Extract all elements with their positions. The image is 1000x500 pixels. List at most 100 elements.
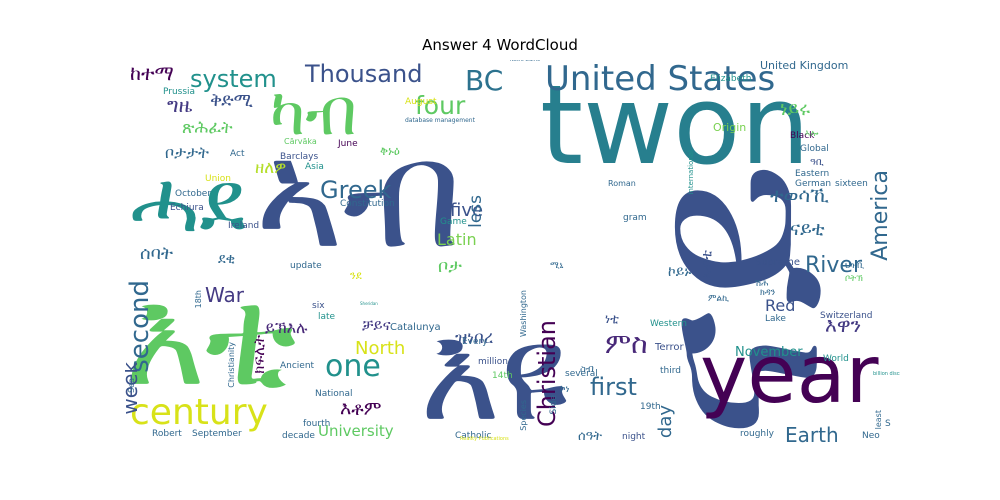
word-101: Asia bbox=[305, 162, 324, 172]
word-7: ካብ bbox=[270, 75, 357, 150]
word-90: Robert bbox=[152, 429, 182, 439]
word-116: Reality Publications bbox=[460, 436, 509, 442]
word-115: Catholic bbox=[455, 431, 492, 441]
word-59: Global bbox=[800, 144, 829, 154]
word-12: one bbox=[325, 349, 381, 384]
word-37: ቅድሚ bbox=[210, 90, 253, 111]
word-31: November bbox=[735, 345, 803, 360]
word-20: first bbox=[590, 373, 637, 401]
word-62: sixteen bbox=[835, 179, 868, 189]
word-82: update bbox=[290, 261, 322, 271]
word-107: million bbox=[478, 357, 508, 367]
word-106: Every bbox=[462, 337, 488, 347]
word-98: Roman bbox=[608, 179, 636, 188]
word-96: Washington bbox=[519, 290, 528, 338]
word-100: June bbox=[338, 139, 358, 149]
word-39: ቦታታት bbox=[165, 143, 209, 162]
word-108: 14th bbox=[492, 371, 513, 381]
word-64: Switzerland bbox=[820, 311, 873, 321]
word-89: decade bbox=[282, 431, 315, 441]
word-23: War bbox=[205, 283, 244, 307]
word-84: late bbox=[318, 312, 336, 322]
word-42: ተወሳኺ bbox=[770, 183, 829, 207]
word-65: Lake bbox=[765, 314, 786, 324]
word-122: ስብ bbox=[580, 364, 594, 375]
word-68: Terror bbox=[655, 342, 684, 353]
word-128: ኣሎ bbox=[805, 129, 819, 139]
word-24: North bbox=[355, 338, 406, 359]
word-87: National bbox=[315, 389, 353, 399]
word-120: ንደ bbox=[350, 269, 362, 282]
word-114: Side bbox=[549, 395, 559, 415]
word-74: Prussia bbox=[163, 87, 196, 97]
word-102: August bbox=[405, 97, 437, 107]
word-11: Thousand bbox=[305, 60, 423, 88]
word-35: ከተማ bbox=[130, 61, 174, 85]
word-5: እቲ bbox=[125, 259, 297, 416]
word-83: six bbox=[312, 301, 325, 311]
word-117: Sheridan bbox=[360, 301, 378, 306]
word-40: ሰባት bbox=[140, 243, 174, 264]
word-48: ክፍሊት bbox=[250, 335, 268, 374]
word-110: 19th bbox=[640, 402, 661, 412]
word-10: second bbox=[125, 280, 155, 373]
word-50: ቦታ bbox=[438, 256, 462, 277]
word-124: ነቲ bbox=[605, 312, 619, 327]
word-105: Catalunya bbox=[390, 322, 441, 333]
word-15: system bbox=[190, 65, 277, 93]
word-127: ክዳን bbox=[760, 288, 776, 298]
word-46: ቻይና bbox=[362, 316, 391, 334]
word-49: ደቂ bbox=[218, 251, 236, 267]
word-93: 18th bbox=[194, 290, 203, 309]
word-28: less bbox=[466, 195, 486, 228]
word-56: Elizabeth bbox=[710, 74, 752, 84]
word-13: four bbox=[415, 91, 466, 120]
word-71: Neo bbox=[862, 431, 880, 441]
word-55: United Kingdom bbox=[760, 60, 849, 72]
word-66: World bbox=[823, 354, 849, 364]
word-51: ኮይኑ bbox=[668, 264, 692, 280]
word-69: third bbox=[660, 366, 681, 376]
chart-title: Answer 4 WordCloud bbox=[422, 36, 578, 54]
wordcloud-panel: twon ናይ እዩ ኣብ year እቲ ሓደ ካብ century United States… bbox=[125, 60, 900, 448]
word-57: Origin bbox=[713, 121, 747, 134]
word-94: Constitution bbox=[340, 199, 395, 209]
word-103: database management bbox=[405, 117, 475, 124]
word-86: Ancient bbox=[280, 361, 315, 371]
word-97: gram bbox=[623, 213, 647, 223]
word-14: BC bbox=[465, 64, 504, 97]
word-67: Western bbox=[650, 319, 687, 329]
word-109: several bbox=[565, 369, 598, 379]
word-70: roughly bbox=[740, 429, 774, 439]
word-91: September bbox=[192, 429, 242, 439]
word-41: ነይሩ bbox=[780, 98, 811, 120]
word-92: Sea bbox=[127, 378, 136, 393]
word-25: University bbox=[318, 422, 394, 440]
word-99: international bbox=[687, 150, 695, 195]
word-131: ቦትኽ bbox=[845, 274, 863, 284]
word-104: Notre Dame bbox=[510, 60, 541, 63]
word-29: Latin bbox=[437, 230, 477, 249]
word-2: እዩ bbox=[420, 294, 568, 448]
word-123: ኮነ bbox=[560, 384, 570, 395]
word-8: century bbox=[130, 392, 268, 433]
word-72: least bbox=[874, 410, 883, 430]
word-130: ህዝቢ bbox=[845, 261, 865, 271]
word-0: twon bbox=[540, 61, 811, 189]
word-44: እቶም bbox=[340, 398, 382, 420]
word-47: ይኽእሉ bbox=[265, 318, 308, 337]
word-4: year bbox=[700, 328, 879, 421]
word-85: Christianity bbox=[227, 342, 236, 388]
word-54: ሰዓት bbox=[578, 429, 603, 444]
word-61: German bbox=[795, 179, 832, 189]
word-19: River bbox=[805, 253, 862, 278]
word-113: Species bbox=[519, 400, 528, 431]
word-79: October bbox=[175, 189, 212, 199]
word-27: five bbox=[450, 200, 484, 221]
word-3: ኣብ bbox=[255, 108, 463, 282]
word-9: United States bbox=[545, 60, 776, 99]
word-53: ኣብቲ bbox=[699, 250, 715, 279]
word-21: Earth bbox=[785, 423, 839, 447]
word-33: ምስ bbox=[605, 327, 648, 360]
